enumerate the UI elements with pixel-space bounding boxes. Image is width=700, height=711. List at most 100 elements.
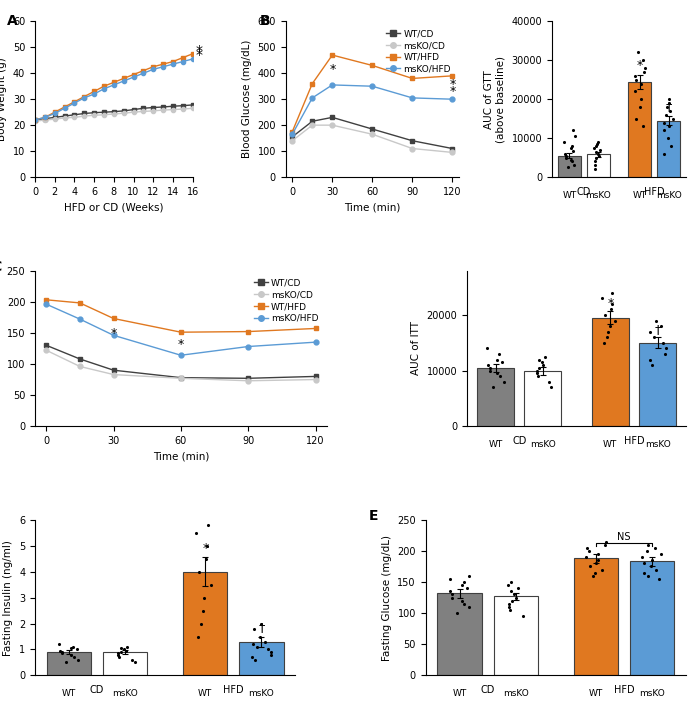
Point [503, 602, 514, 613]
Point [482, 359, 493, 370]
Point [592, 139, 603, 150]
Text: NS: NS [617, 532, 631, 542]
Point [629, 70, 641, 82]
Point [197, 605, 208, 616]
Point [199, 592, 210, 603]
Text: C: C [0, 260, 1, 274]
Point [456, 595, 467, 606]
Point [265, 649, 276, 661]
Text: msKO: msKO [112, 690, 138, 698]
Point [200, 553, 211, 565]
Point [484, 362, 495, 373]
Point [610, 315, 621, 326]
Point [496, 357, 507, 368]
Point [120, 645, 131, 656]
Point [659, 124, 670, 136]
Point [661, 101, 672, 112]
Point [593, 150, 604, 161]
Text: WT: WT [603, 440, 617, 449]
Point [532, 368, 543, 379]
Point [127, 654, 138, 665]
Point [593, 548, 604, 560]
Point [604, 321, 615, 332]
Point [463, 602, 475, 613]
Point [505, 586, 517, 597]
Point [657, 337, 668, 348]
Bar [494, 597, 538, 675]
Point [645, 326, 656, 338]
Point [463, 570, 475, 582]
Point [569, 131, 580, 142]
Point [631, 113, 642, 124]
Text: msKO: msKO [248, 690, 274, 698]
Point [260, 636, 271, 648]
Point [646, 359, 657, 370]
Point [589, 156, 601, 167]
Point [532, 370, 543, 382]
Point [605, 304, 616, 315]
Point [262, 643, 274, 655]
Text: WT: WT [452, 690, 467, 698]
Point [650, 564, 662, 575]
Text: msKO: msKO [503, 690, 528, 698]
Point [568, 124, 579, 136]
Bar [438, 593, 482, 675]
Bar [657, 121, 680, 177]
Point [202, 540, 213, 551]
Point [607, 287, 618, 299]
Text: *: * [636, 59, 643, 72]
Text: †: † [654, 323, 661, 336]
Point [255, 631, 266, 642]
Point [587, 570, 598, 582]
Point [591, 140, 602, 151]
X-axis label: Time (min): Time (min) [153, 451, 209, 461]
Point [597, 293, 608, 304]
Point [122, 641, 133, 653]
Text: WT: WT [589, 690, 603, 698]
Bar [103, 652, 147, 675]
Point [655, 321, 666, 332]
Point [635, 78, 646, 90]
Point [651, 315, 662, 326]
Point [563, 161, 574, 173]
Point [591, 152, 602, 164]
Point [566, 140, 578, 151]
Y-axis label: Blood Glucose (mg/dL): Blood Glucose (mg/dL) [241, 40, 252, 159]
Point [532, 365, 543, 376]
Point [116, 646, 127, 658]
Point [664, 94, 675, 105]
Point [594, 144, 606, 156]
Point [660, 109, 671, 120]
Point [665, 105, 676, 117]
Point [65, 649, 76, 661]
Y-axis label: AUC of ITT: AUC of ITT [411, 321, 421, 375]
Point [488, 382, 499, 393]
Bar [558, 156, 581, 177]
Text: msKO: msKO [645, 440, 671, 449]
X-axis label: Time (min): Time (min) [344, 203, 400, 213]
Point [663, 97, 674, 109]
Point [61, 657, 72, 668]
Point [536, 357, 547, 368]
Point [458, 598, 470, 609]
Point [643, 539, 654, 550]
Bar [574, 558, 618, 675]
Point [631, 74, 642, 85]
Point [247, 651, 258, 663]
Text: WT: WT [633, 191, 647, 200]
Bar [592, 318, 629, 427]
Point [635, 94, 646, 105]
Point [639, 63, 650, 74]
Point [650, 542, 661, 553]
Point [206, 579, 217, 590]
Bar [630, 562, 674, 675]
Text: WT: WT [489, 440, 503, 449]
Point [565, 142, 576, 154]
Point [648, 331, 659, 343]
Bar [47, 652, 91, 675]
Y-axis label: Body Weight (g): Body Weight (g) [0, 58, 7, 141]
Point [559, 137, 570, 148]
Point [663, 121, 674, 132]
Text: msKO: msKO [530, 440, 556, 449]
Point [494, 370, 505, 382]
